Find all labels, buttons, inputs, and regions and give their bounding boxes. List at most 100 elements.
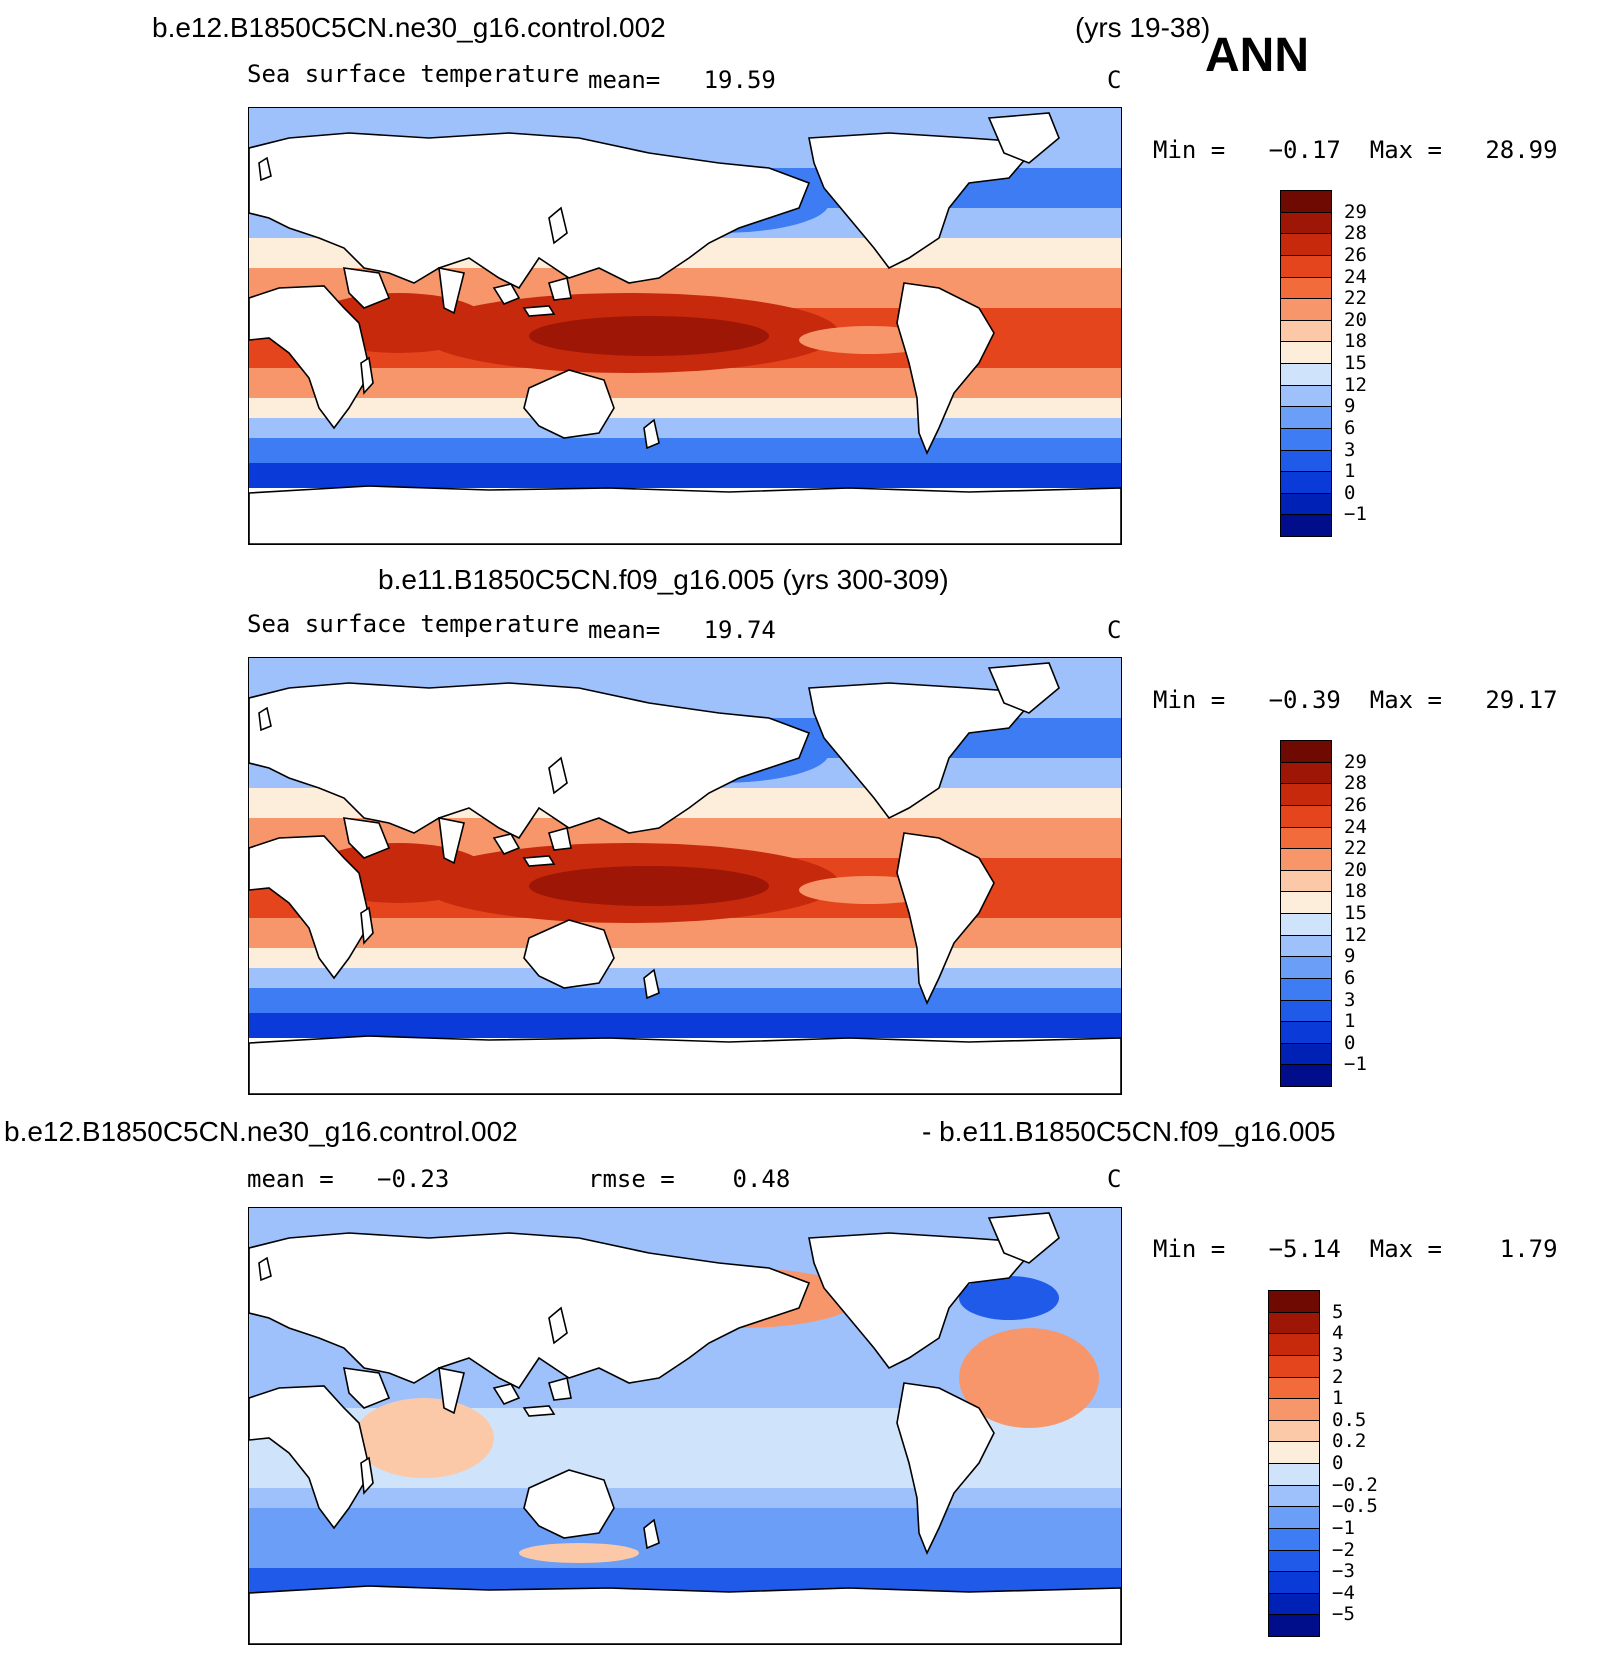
land-mass <box>548 1306 568 1345</box>
colorbar-tick-label: 26 <box>1344 793 1367 816</box>
colorbar-bin <box>1280 190 1332 213</box>
colorbar-tick-label: 28 <box>1344 222 1367 245</box>
colorbar-tick-label: 26 <box>1344 243 1367 266</box>
panel2-units: C <box>1107 616 1122 644</box>
warm-pool-core <box>529 316 769 356</box>
land-mass <box>522 1405 556 1417</box>
colorbar-tick-label: −3 <box>1332 1560 1355 1583</box>
land-mass <box>492 1383 521 1405</box>
sst-band <box>249 1013 1121 1038</box>
land-mass <box>808 1232 1041 1370</box>
land-mass <box>896 282 995 455</box>
land-mass <box>643 1518 660 1550</box>
colorbar-bin <box>1280 804 1332 828</box>
sst-band <box>249 968 1121 988</box>
colorbar-tick-label: −1 <box>1344 1053 1367 1076</box>
colorbar-tick-label: 0 <box>1344 1031 1356 1054</box>
colorbar-bin <box>1280 761 1332 785</box>
land-mass <box>548 1376 572 1401</box>
land-mass <box>258 156 272 182</box>
colorbar-tick-label: 28 <box>1344 772 1367 795</box>
panel2-map <box>248 657 1122 1095</box>
colorbar-tick-label: 15 <box>1344 902 1367 924</box>
colorbar-bin <box>1268 1333 1320 1356</box>
colorbar-bin <box>1280 298 1332 321</box>
colorbar-tick-label: 29 <box>1344 200 1367 223</box>
panel2-minmax: Min = −0.39 Max = 29.17 <box>1153 686 1558 714</box>
panel2-mean: mean= 19.74 <box>588 616 776 644</box>
land-mass <box>987 662 1060 714</box>
panel3-map <box>248 1207 1122 1645</box>
colorbar-bin <box>1280 783 1332 806</box>
land-mass <box>987 112 1060 164</box>
colorbar-tick-label: 1 <box>1332 1387 1344 1410</box>
colorbar-bin <box>1280 449 1332 473</box>
land-mass <box>249 132 811 290</box>
panel2-variable: Sea surface temperature <box>247 610 580 638</box>
panel3-title-left: b.e12.B1850C5CN.ne30_g16.control.002 <box>4 1116 518 1147</box>
colorbar-bin <box>1268 1398 1320 1421</box>
colorbar-tick-label: 3 <box>1332 1343 1344 1366</box>
colorbar-tick-label: 6 <box>1344 416 1356 439</box>
sst-band <box>249 988 1121 1013</box>
land-mass <box>249 1585 1121 1644</box>
land-mass <box>643 418 660 450</box>
colorbar-bin <box>1280 869 1332 893</box>
colorbar-bin <box>1280 384 1332 408</box>
land-mass <box>548 826 572 851</box>
colorbar-bin <box>1280 427 1332 451</box>
colorbar-tick-label: 0 <box>1332 1452 1344 1474</box>
panel1-map-svg <box>249 108 1121 544</box>
cold-anomaly <box>959 1276 1059 1320</box>
panel1-units: C <box>1107 66 1122 94</box>
sst-band <box>249 948 1121 968</box>
sst-band <box>249 368 1121 398</box>
panel1-map <box>248 107 1122 545</box>
warm-anomaly <box>519 1543 639 1563</box>
sst-band <box>249 398 1121 418</box>
colorbar-bin <box>1280 913 1332 936</box>
land-mass <box>522 305 556 317</box>
season-label: ANN <box>1205 29 1309 82</box>
land-mass <box>548 276 572 301</box>
land-mass <box>258 1256 272 1282</box>
panel2-title: b.e11.B1850C5CN.f09_g16.005 (yrs 300-309… <box>378 564 949 595</box>
colorbar-bin <box>1268 1354 1320 1378</box>
colorbar-tick-label: 22 <box>1344 837 1367 860</box>
land-mass <box>548 756 568 795</box>
colorbar-bin <box>1280 848 1332 871</box>
colorbar-tick-label: 0 <box>1344 481 1356 504</box>
land-mass <box>492 833 521 855</box>
warm-anomaly <box>959 1328 1099 1428</box>
land-mass <box>249 835 368 980</box>
sst-band <box>249 438 1121 463</box>
colorbar-bin <box>1280 276 1332 300</box>
land-mass <box>342 267 391 309</box>
colorbar-bin <box>1268 1549 1320 1573</box>
colorbar-tick-label: 0.5 <box>1332 1408 1367 1431</box>
land-mass <box>492 283 521 305</box>
colorbar-bin <box>1280 956 1332 979</box>
colorbar-bin <box>1268 1419 1320 1443</box>
land-mass <box>438 816 465 865</box>
colorbar-tick-label: 12 <box>1344 373 1367 396</box>
land-mass <box>249 1385 368 1530</box>
land-mass <box>548 206 568 245</box>
land-mass <box>523 369 615 439</box>
land-mass <box>360 1456 374 1495</box>
colorbar-bin <box>1268 1527 1320 1551</box>
colorbar-tick-label: −1 <box>1344 503 1367 526</box>
colorbar-tick-label: 6 <box>1344 966 1356 989</box>
colorbar-tick-label: 24 <box>1344 815 1367 838</box>
panel3-colorbar: 5 4 3 2 1 0.5 0.2 0 −0.2 −0.5 −1 −2 −3 −4 −5 <box>1268 1290 1388 1637</box>
colorbar-bin <box>1268 1571 1320 1594</box>
colorbar-bin <box>1280 492 1332 516</box>
diff-band <box>249 1508 1121 1568</box>
colorbar-bin <box>1280 254 1332 278</box>
colorbar-bin <box>1268 1290 1320 1313</box>
colorbar-bin <box>1280 319 1332 343</box>
colorbar-bin <box>1280 1064 1332 1087</box>
panel1-title-left: b.e12.B1850C5CN.ne30_g16.control.002 <box>152 12 666 43</box>
panel1-minmax: Min = −0.17 Max = 28.99 <box>1153 136 1558 164</box>
colorbar-tick-label: 18 <box>1344 330 1367 353</box>
